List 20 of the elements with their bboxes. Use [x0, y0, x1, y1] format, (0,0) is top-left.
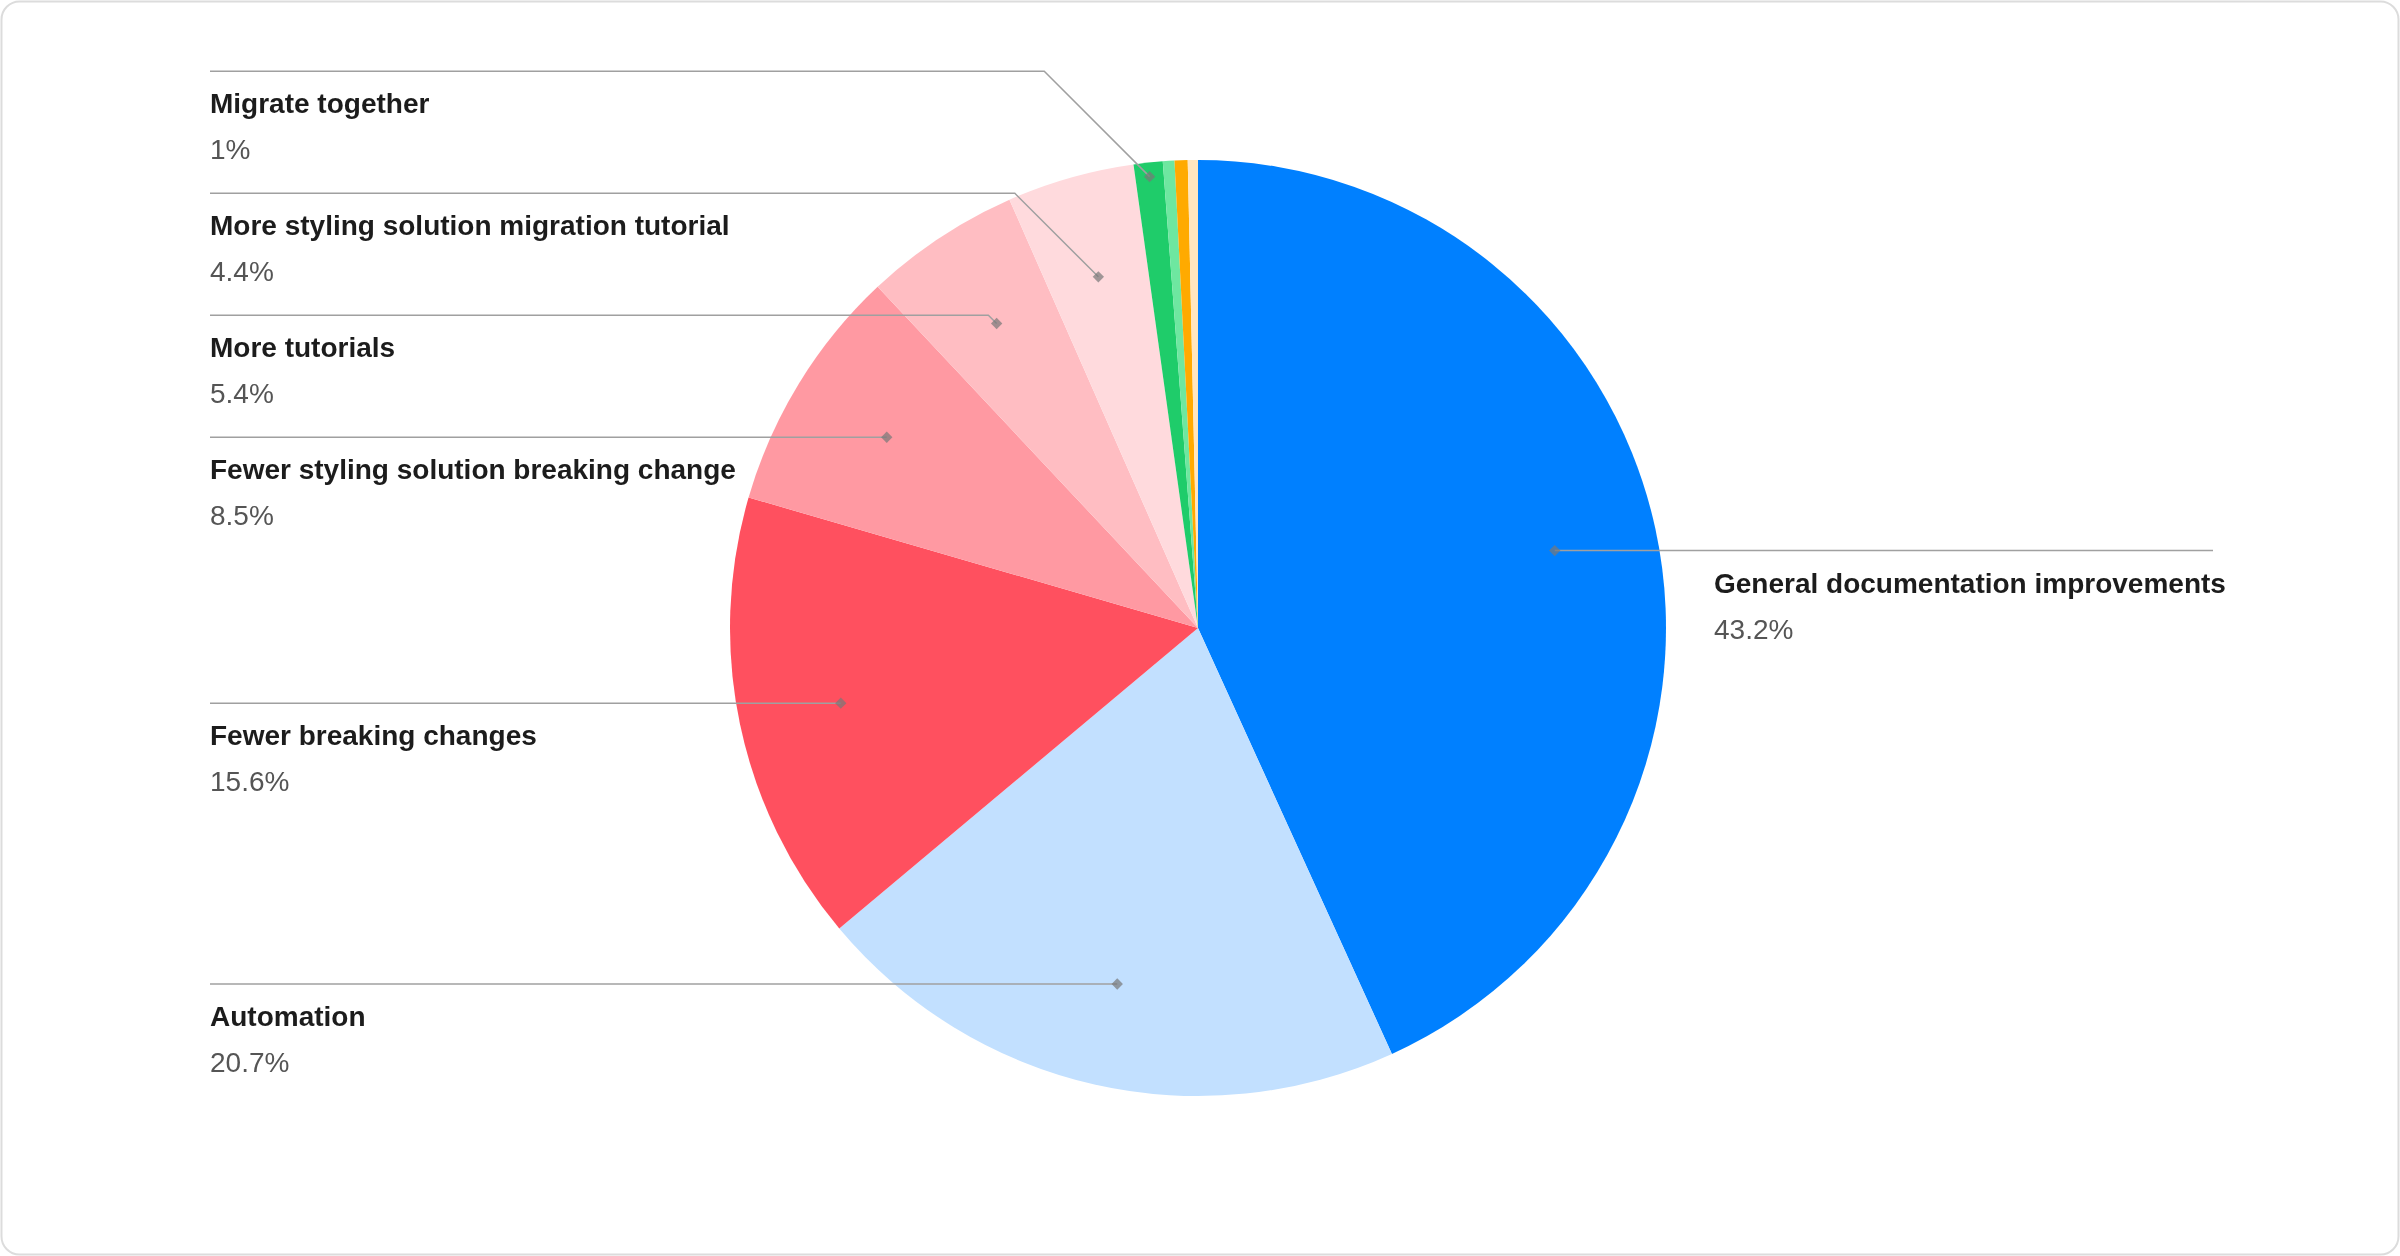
data-label: 15.6% [210, 766, 290, 798]
pie-slice [877, 199, 1198, 628]
pie-slice [839, 628, 1392, 1096]
slice-label: Fewer styling solution breaking change [210, 454, 736, 486]
slice-label: More styling solution migration tutorial [210, 210, 730, 242]
slice-label: General documentation improvements [1714, 567, 2226, 599]
pie-slice [1009, 164, 1198, 628]
data-label: 5.4% [210, 378, 274, 410]
slice-label: More tutorials [210, 332, 396, 364]
data-label: 4.4% [210, 256, 274, 288]
data-label: 43.2% [1714, 613, 1794, 645]
pie-slice [730, 497, 1198, 929]
data-label: 1% [210, 134, 251, 166]
pie-slice [748, 286, 1198, 628]
data-label: 20.7% [210, 1047, 290, 1078]
pie-slice [1198, 160, 1666, 1054]
data-label: 8.5% [210, 500, 274, 532]
slice-label: Fewer breaking changes [210, 720, 537, 752]
slice-label: Migrate together [210, 88, 430, 120]
slice-label: Automation [210, 1001, 366, 1032]
